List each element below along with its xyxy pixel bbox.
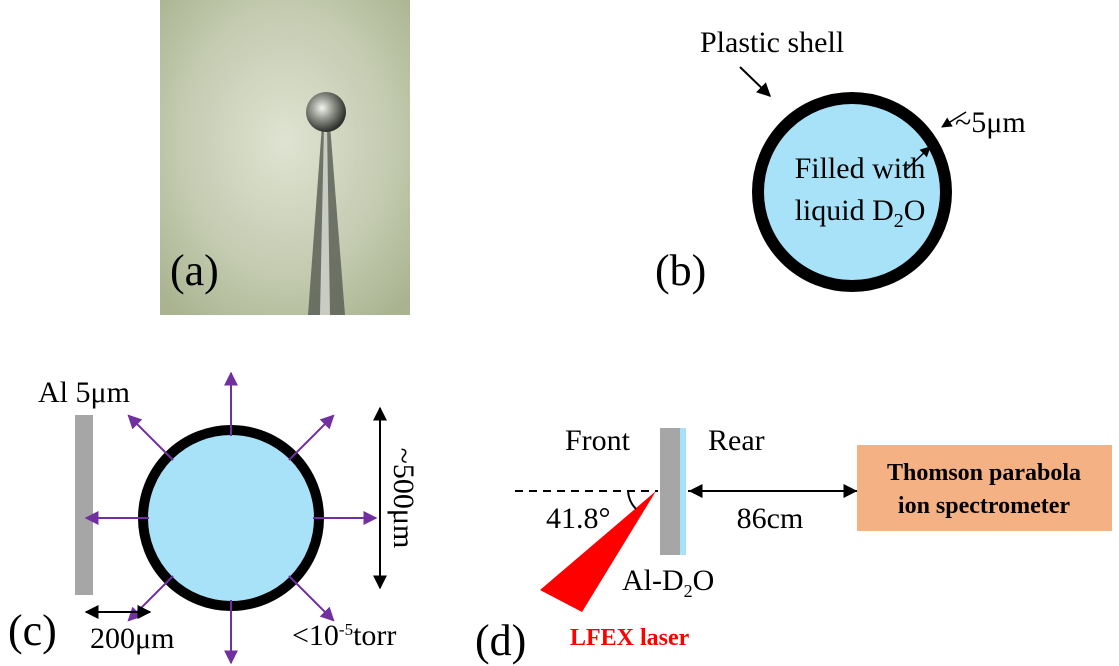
arrow xyxy=(740,67,770,96)
distance-label: 86cm xyxy=(737,502,804,535)
panel-label: (d) xyxy=(475,616,526,665)
figure: (a) Plastic shell ~5μm Filled with liqui… xyxy=(0,0,1119,666)
pressure-label: <10-5torr xyxy=(292,619,396,652)
foil-label: Al 5μm xyxy=(38,376,130,409)
expansion-arrow xyxy=(289,576,334,621)
target-label: Al-D2O xyxy=(622,564,714,601)
shell-label: Plastic shell xyxy=(700,26,844,59)
gap-label: 200μm xyxy=(90,622,174,655)
spectrometer-label: ion spectrometer xyxy=(898,493,1071,519)
front-label: Front xyxy=(565,424,631,457)
diameter-label: ~500μm xyxy=(387,448,420,549)
expansion-arrow xyxy=(128,415,173,460)
text: <10 xyxy=(292,619,339,652)
al-foil xyxy=(75,415,93,595)
angle-label: 41.8° xyxy=(546,502,611,535)
text: Al-D xyxy=(622,564,684,597)
expansion-arrow xyxy=(128,576,173,621)
thickness-label: ~5μm xyxy=(955,106,1026,139)
laser-label: LFEX laser xyxy=(570,625,690,651)
d2o-layer xyxy=(680,428,686,555)
subscript: 2 xyxy=(894,210,904,232)
subscript: 2 xyxy=(684,581,693,601)
panel-label: (a) xyxy=(170,246,219,295)
al-foil xyxy=(660,428,680,555)
fill-label: liquid D2O xyxy=(795,194,926,232)
shell xyxy=(758,98,946,286)
panel-label: (c) xyxy=(8,606,57,655)
text: torr xyxy=(353,619,396,652)
superscript: -5 xyxy=(339,620,353,639)
text: liquid D xyxy=(795,194,894,227)
rear-label: Rear xyxy=(708,424,765,457)
fill-label: Filled with xyxy=(795,152,926,185)
expansion-arrow xyxy=(289,415,334,460)
text: O xyxy=(693,564,715,597)
text: O xyxy=(904,194,926,227)
angle-arc xyxy=(628,491,636,509)
spectrometer-label: Thomson parabola xyxy=(887,460,1081,486)
panel-label: (b) xyxy=(655,246,706,295)
